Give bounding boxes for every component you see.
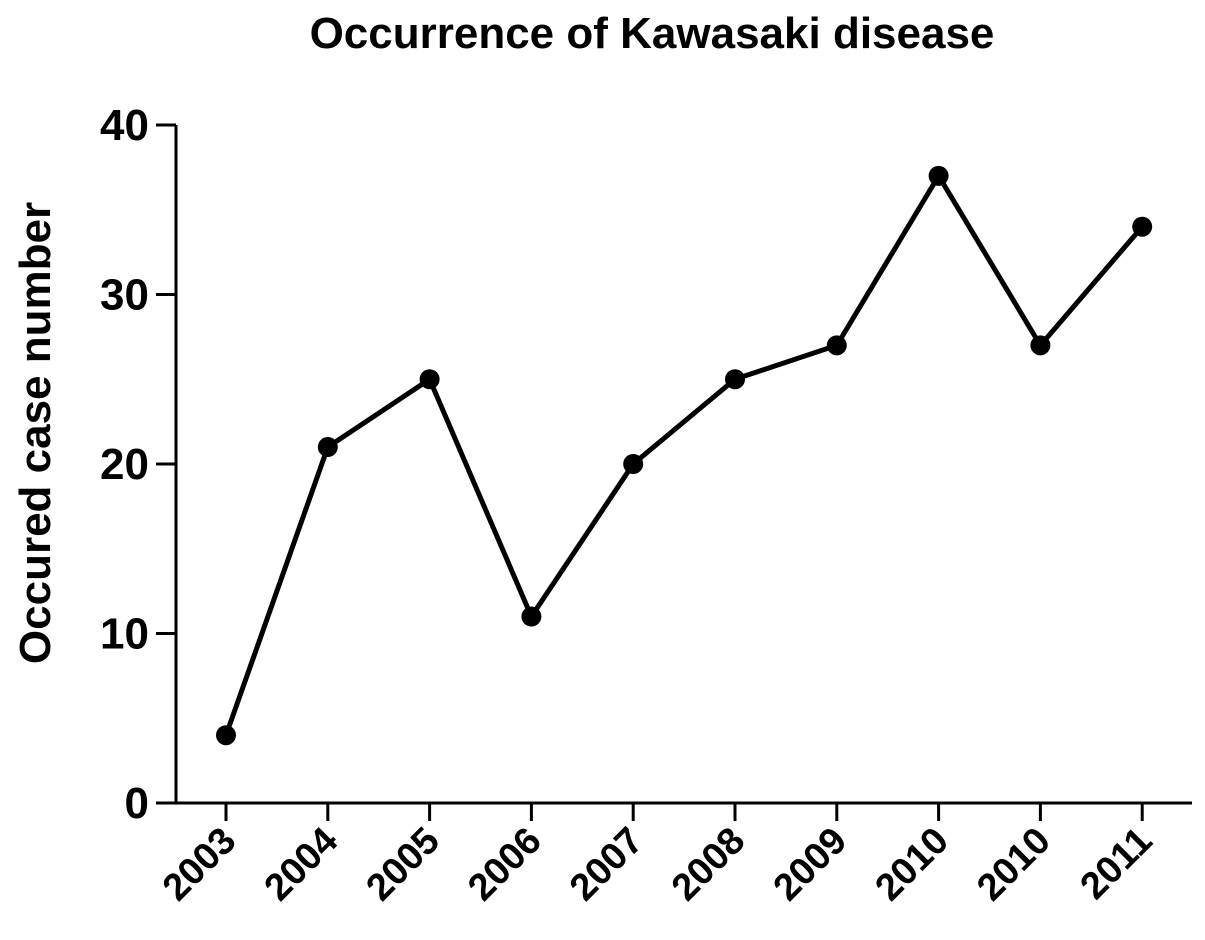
y-tick-label: 30 xyxy=(100,271,149,320)
x-tick-label: 2006 xyxy=(460,820,549,909)
data-point xyxy=(826,335,847,356)
data-point xyxy=(521,606,542,627)
y-tick-label: 10 xyxy=(100,610,149,659)
x-tick-label: 2003 xyxy=(155,820,244,909)
data-point xyxy=(419,369,440,390)
x-tick-label: 2010 xyxy=(867,820,956,909)
y-tick-label: 0 xyxy=(125,779,149,828)
data-point xyxy=(623,454,644,474)
x-tick-label: 2011 xyxy=(1073,820,1161,908)
series-line xyxy=(223,170,1145,737)
data-point xyxy=(216,725,236,746)
y-ticks: 0 10 20 30 40 xyxy=(100,101,176,828)
y-axis-label: Occured case number xyxy=(11,202,60,664)
x-tick-label: 2010 xyxy=(969,820,1058,909)
data-point xyxy=(317,437,338,458)
x-tick-label: 2004 xyxy=(257,820,346,909)
axes xyxy=(174,125,1192,805)
chart-title: Occurrence of Kawasaki disease xyxy=(310,9,995,58)
data-point xyxy=(1132,216,1153,237)
data-point xyxy=(928,165,949,186)
x-ticks: 2003 2004 2005 2006 2007 2008 2009 2010 2010 2011 xyxy=(155,803,1161,909)
data-point xyxy=(725,369,745,390)
series-layer xyxy=(216,165,1153,746)
y-tick-label: 20 xyxy=(100,440,149,489)
x-tick-label: 2008 xyxy=(664,820,753,909)
x-tick-label: 2009 xyxy=(766,820,855,909)
x-tick-label: 2007 xyxy=(562,820,651,909)
data-point xyxy=(1030,335,1051,356)
x-tick-label: 2005 xyxy=(358,820,447,909)
y-tick-label: 40 xyxy=(100,101,149,150)
